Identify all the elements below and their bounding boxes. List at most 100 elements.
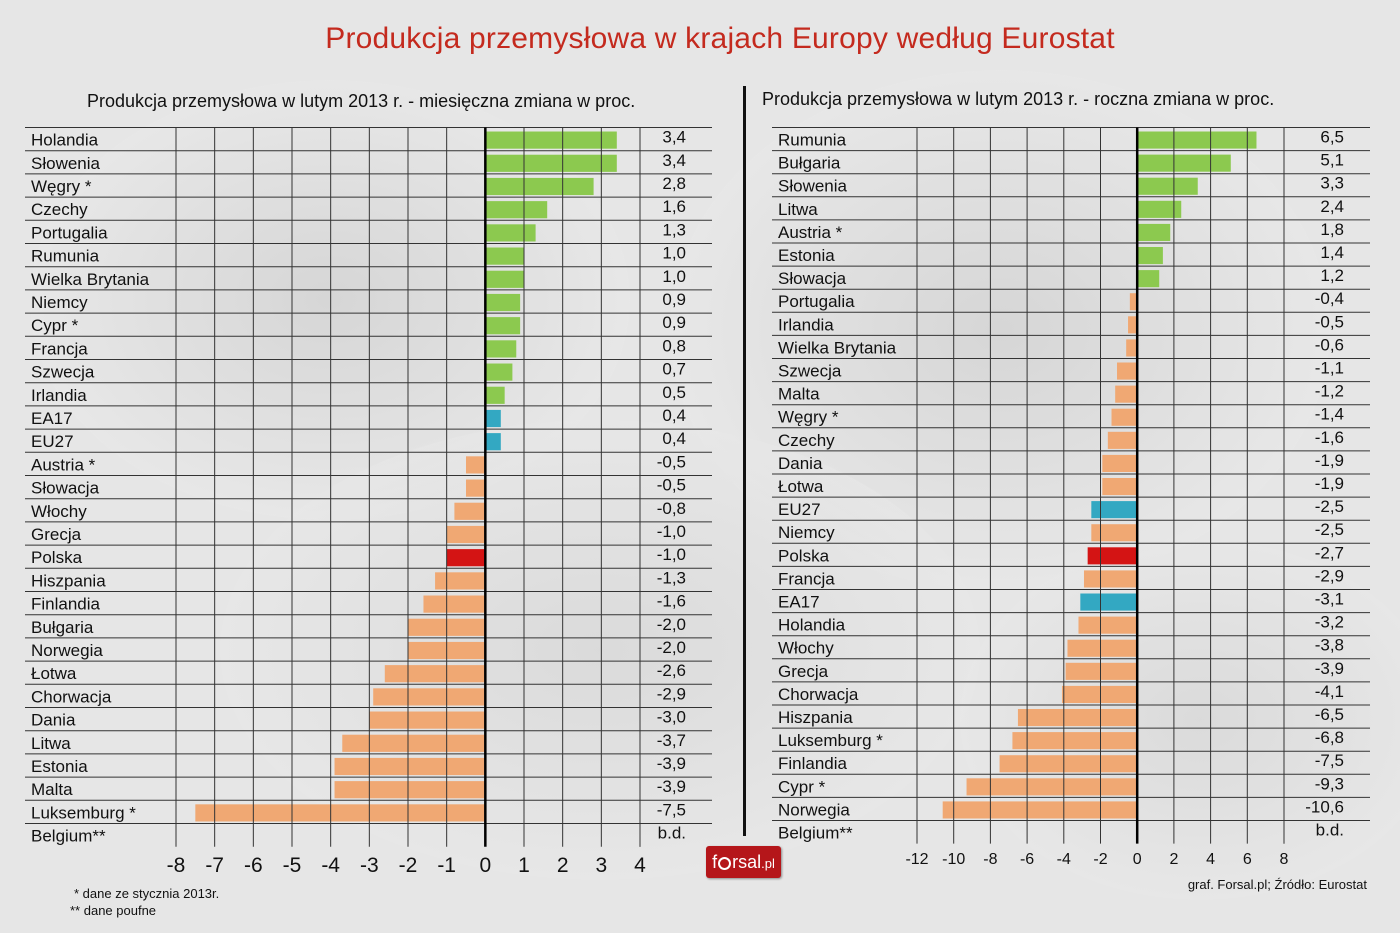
annual-bar bbox=[1111, 408, 1138, 426]
annual-category-label: Estonia bbox=[778, 246, 835, 265]
annual-bar bbox=[1137, 247, 1163, 265]
forsal-logo: f rsal.pl bbox=[706, 846, 781, 878]
annual-category-label: Chorwacja bbox=[778, 685, 859, 704]
annual-category-label: EU27 bbox=[778, 500, 821, 519]
annual-value-label: -0,4 bbox=[1315, 289, 1344, 308]
monthly-value-label: 0,7 bbox=[662, 360, 686, 379]
monthly-value-label: -7,5 bbox=[657, 800, 686, 819]
monthly-bar bbox=[373, 688, 486, 706]
annual-bar bbox=[1128, 316, 1138, 334]
monthly-category-label: Belgium** bbox=[31, 827, 106, 846]
annual-bar bbox=[1129, 293, 1138, 311]
monthly-category-label: Holandia bbox=[31, 131, 99, 150]
monthly-bar bbox=[485, 409, 501, 428]
annual-value-label: -1,2 bbox=[1315, 382, 1344, 401]
monthly-bar bbox=[485, 224, 536, 242]
monthly-category-label: Niemcy bbox=[31, 293, 88, 312]
logo-tld: .pl bbox=[761, 856, 775, 871]
monthly-value-label: 0,5 bbox=[662, 383, 686, 402]
annual-category-label: Austria * bbox=[778, 223, 843, 242]
annual-category-label: Norwegia bbox=[778, 800, 850, 819]
monthly-value-label: -1,3 bbox=[657, 568, 686, 587]
monthly-category-label: Słowenia bbox=[31, 154, 101, 173]
annual-value-label: -2,7 bbox=[1315, 543, 1344, 562]
annual-bar bbox=[1137, 177, 1198, 195]
annual-category-label: Belgium** bbox=[778, 824, 853, 843]
annual-value-label: -1,4 bbox=[1315, 405, 1344, 424]
monthly-bar bbox=[435, 572, 486, 590]
annual-bar bbox=[1107, 431, 1138, 449]
monthly-tick-label: -7 bbox=[205, 854, 224, 877]
monthly-chart-title: Produkcja przemysłowa w lutym 2013 r. - … bbox=[87, 91, 636, 111]
monthly-value-label: -2,6 bbox=[657, 661, 686, 680]
footnote-january: * dane ze stycznia 2013r. bbox=[74, 886, 220, 901]
annual-tick-label: 0 bbox=[1133, 851, 1142, 868]
annual-category-label: Litwa bbox=[778, 200, 818, 219]
source-credit: graf. Forsal.pl; Źródło: Eurostat bbox=[1187, 877, 1367, 892]
monthly-category-label: Estonia bbox=[31, 757, 88, 776]
monthly-value-label: 3,4 bbox=[662, 151, 686, 170]
monthly-value-label: -0,5 bbox=[657, 476, 686, 495]
monthly-bar bbox=[466, 456, 486, 474]
annual-bar bbox=[1091, 501, 1138, 519]
annual-value-label: -2,5 bbox=[1315, 520, 1344, 539]
annual-category-label: Czechy bbox=[778, 431, 835, 450]
monthly-category-label: Portugalia bbox=[31, 223, 108, 242]
monthly-category-label: Grecja bbox=[31, 525, 82, 544]
annual-category-label: Cypr * bbox=[778, 777, 826, 796]
monthly-bar bbox=[334, 781, 486, 799]
annual-tick-label: -10 bbox=[942, 851, 965, 868]
annual-value-label: 1,8 bbox=[1320, 220, 1344, 239]
annual-value-label: 5,1 bbox=[1320, 151, 1344, 170]
annual-bar bbox=[1087, 547, 1138, 565]
monthly-category-label: Litwa bbox=[31, 734, 71, 753]
annual-tick-label: -6 bbox=[1020, 851, 1034, 868]
annual-value-label: -2,9 bbox=[1315, 566, 1344, 585]
monthly-category-label: Malta bbox=[31, 780, 73, 799]
monthly-value-label: 0,9 bbox=[662, 290, 686, 309]
monthly-category-label: Węgry * bbox=[31, 177, 92, 196]
monthly-tick-label: -4 bbox=[321, 854, 340, 877]
annual-bar bbox=[1012, 732, 1138, 750]
logo-text-prefix: f bbox=[712, 852, 718, 872]
annual-category-label: Bułgaria bbox=[778, 154, 841, 173]
annual-value-label: b.d. bbox=[1316, 821, 1344, 840]
monthly-value-label: -3,9 bbox=[657, 754, 686, 773]
monthly-value-label: 3,4 bbox=[662, 128, 686, 147]
annual-value-label: -9,3 bbox=[1315, 774, 1344, 793]
monthly-category-label: Włochy bbox=[31, 502, 87, 521]
monthly-value-label: -3,0 bbox=[657, 708, 686, 727]
annual-chart-title: Produkcja przemysłowa w lutym 2013 r. - … bbox=[762, 89, 1275, 109]
monthly-tick-label: -6 bbox=[244, 854, 263, 877]
monthly-bar bbox=[485, 177, 594, 196]
monthly-value-label: 0,4 bbox=[662, 429, 686, 448]
monthly-value-label: -2,9 bbox=[657, 684, 686, 703]
monthly-bar bbox=[369, 711, 486, 729]
annual-category-label: Finlandia bbox=[778, 754, 848, 773]
monthly-category-label: Luksemburg * bbox=[31, 803, 136, 822]
monthly-bar bbox=[485, 131, 617, 149]
monthly-category-label: EA17 bbox=[31, 409, 73, 428]
annual-category-label: Węgry * bbox=[778, 408, 839, 427]
monthly-bar bbox=[334, 757, 486, 776]
annual-tick-label: 4 bbox=[1206, 851, 1215, 868]
annual-tick-label: -2 bbox=[1093, 851, 1107, 868]
monthly-tick-label: 0 bbox=[479, 854, 491, 877]
annual-category-label: Polska bbox=[778, 546, 830, 565]
monthly-category-label: Chorwacja bbox=[31, 687, 112, 706]
monthly-category-label: Francja bbox=[31, 339, 88, 358]
annual-category-label: Hiszpania bbox=[778, 708, 853, 727]
annual-value-label: -3,8 bbox=[1315, 636, 1344, 655]
monthly-category-label: Polska bbox=[31, 548, 83, 567]
monthly-tick-label: -1 bbox=[437, 854, 456, 877]
annual-value-label: 6,5 bbox=[1320, 128, 1344, 147]
annual-bar bbox=[942, 801, 1138, 819]
monthly-value-label: -0,8 bbox=[657, 499, 686, 518]
monthly-tick-label: 2 bbox=[557, 854, 569, 877]
annual-bar bbox=[1126, 339, 1138, 357]
monthly-value-label: 0,8 bbox=[662, 336, 686, 355]
annual-category-label: Łotwa bbox=[778, 477, 824, 496]
annual-bar bbox=[1080, 593, 1138, 611]
monthly-value-label: 1,6 bbox=[662, 197, 686, 216]
logo-text-rest: rsal bbox=[732, 852, 762, 872]
